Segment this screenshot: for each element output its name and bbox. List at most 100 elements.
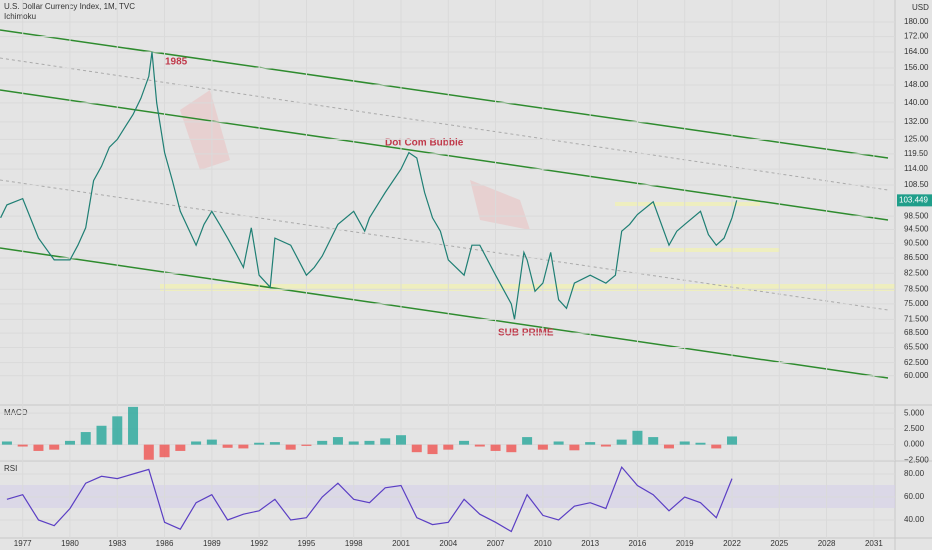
x-tick-label: 1980 [61, 539, 79, 548]
histogram-bar [396, 435, 407, 445]
histogram-bar [695, 442, 706, 445]
histogram-bar [269, 442, 280, 445]
y-tick-label: 94.500 [904, 225, 929, 234]
y-tick-label: 156.00 [904, 63, 929, 72]
histogram-bar [191, 441, 202, 445]
histogram-bar [506, 444, 517, 453]
histogram-bar [206, 439, 217, 445]
histogram-bar [49, 444, 60, 450]
histogram-bar [332, 437, 343, 445]
price-tag-label: 103.449 [899, 195, 928, 204]
histogram-bar [64, 440, 75, 445]
pane-title: MACD [4, 408, 28, 417]
histogram-bar [364, 440, 375, 445]
x-tick-label: 2004 [439, 539, 457, 548]
annotation: 1985 [165, 57, 188, 68]
x-tick-label: 2031 [865, 539, 883, 548]
channel-line [0, 247, 889, 379]
y-tick-label: 125.00 [904, 135, 929, 144]
histogram-bar [222, 444, 233, 448]
x-tick-label: 2001 [392, 539, 410, 548]
histogram-bar [616, 439, 627, 445]
cloud [180, 90, 230, 170]
x-tick-label: 1989 [203, 539, 221, 548]
y-tick-label: 40.00 [904, 515, 925, 524]
histogram-bar [553, 441, 564, 445]
histogram-bar [380, 438, 391, 445]
histogram-bar [159, 444, 170, 458]
histogram-bar [443, 444, 454, 450]
histogram-bar [143, 444, 154, 460]
y-tick-label: 108.50 [904, 180, 929, 189]
histogram-bar [175, 444, 186, 451]
y-tick-label: 5.000 [904, 408, 925, 417]
cloud [470, 180, 530, 230]
y-tick-label: 132.00 [904, 117, 929, 126]
price-line [6, 465, 733, 533]
histogram-bar [537, 444, 548, 450]
histogram-bar [33, 444, 44, 451]
channel-line [0, 89, 889, 221]
y-tick-label: 172.00 [904, 32, 929, 41]
x-tick-label: 2016 [629, 539, 647, 548]
y-tick-label: 90.500 [904, 239, 929, 248]
x-tick-label: 1998 [345, 539, 363, 548]
price-tag [897, 194, 932, 207]
histogram-bar [96, 425, 107, 445]
histogram-bar [679, 441, 690, 445]
histogram-bar [80, 432, 91, 445]
y-tick-label: 98.500 [904, 211, 929, 220]
x-tick-label: 2013 [581, 539, 599, 548]
x-tick-label: 2025 [770, 539, 788, 548]
histogram-bar [285, 444, 296, 450]
x-tick-label: 1986 [156, 539, 174, 548]
y-tick-label: 86.500 [904, 253, 929, 262]
y-tick-label: 75.000 [904, 299, 929, 308]
unit-label: USD [912, 3, 929, 12]
annotation: Dot Com Bubble [385, 138, 464, 149]
histogram-bar [459, 440, 470, 445]
histogram-bar [663, 444, 674, 449]
price-line [0, 51, 738, 320]
histogram-bar [648, 437, 659, 445]
y-tick-label: 60.00 [904, 492, 925, 501]
y-tick-label: 71.500 [904, 314, 929, 323]
histogram-bar [301, 444, 312, 446]
y-tick-label: −2.500 [904, 455, 929, 464]
histogram-bar [522, 437, 533, 445]
histogram-bar [411, 444, 422, 453]
x-tick-label: 2022 [723, 539, 741, 548]
histogram-bar [711, 444, 722, 449]
histogram-bar [348, 441, 359, 445]
x-tick-label: 1995 [298, 539, 316, 548]
y-tick-label: 164.00 [904, 47, 929, 56]
y-tick-label: 82.500 [904, 268, 929, 277]
histogram-bar [112, 416, 123, 445]
y-tick-label: 80.00 [904, 469, 925, 478]
histogram-bar [238, 444, 249, 449]
y-tick-label: 60.000 [904, 371, 929, 380]
histogram-bar [632, 430, 643, 445]
y-tick-label: 68.500 [904, 328, 929, 337]
y-tick-label: 148.00 [904, 80, 929, 89]
y-tick-label: 119.50 [904, 149, 928, 158]
histogram-bar [254, 442, 265, 445]
x-tick-label: 1977 [14, 539, 32, 548]
x-tick-label: 2028 [818, 539, 836, 548]
histogram-bar [569, 444, 580, 451]
y-tick-label: 62.500 [904, 358, 929, 367]
histogram-bar [317, 440, 328, 445]
x-tick-label: 2010 [534, 539, 552, 548]
histogram-bar [128, 406, 139, 445]
chart-subtitle: Ichimoku [4, 12, 36, 21]
histogram-bar [17, 444, 28, 447]
histogram-bar [585, 442, 596, 445]
zone [650, 248, 780, 252]
histogram-bar [727, 436, 738, 445]
x-tick-label: 2019 [676, 539, 694, 548]
y-tick-label: 2.500 [904, 424, 925, 433]
histogram-bar [490, 444, 501, 451]
